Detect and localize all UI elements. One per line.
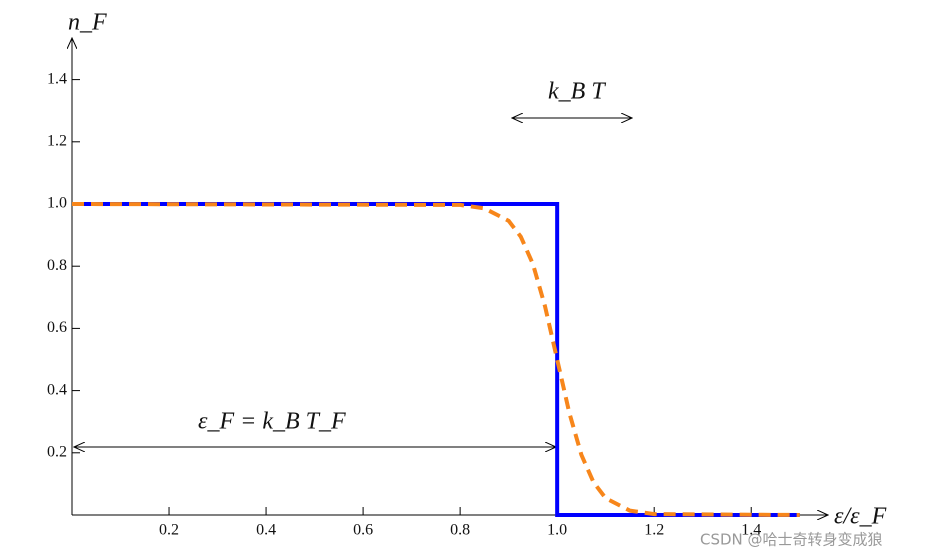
y-tick-label: 1.2 [47, 132, 67, 149]
series-line [72, 202, 800, 517]
y-tick-label: 1.4 [47, 70, 67, 87]
y-axis-label: n_F [68, 10, 107, 36]
x-tick-label: 1.4 [741, 522, 761, 539]
x-axis-label: ε/ε_F [834, 504, 887, 530]
y-tick-label: 1.0 [47, 195, 67, 212]
watermark: CSDN @哈士奇转身变成狼 [700, 531, 883, 549]
annotation: k_B T [548, 79, 606, 105]
x-tick-label: 1.0 [547, 522, 567, 539]
y-tick-label: 0.2 [47, 443, 67, 460]
x-tick-label: 0.2 [159, 522, 179, 539]
y-tick-label: 0.6 [47, 319, 67, 336]
y-tick-label: 0.4 [47, 381, 67, 398]
annotation: ε_F = k_B T_F [198, 409, 346, 435]
x-tick-label: 0.6 [353, 522, 373, 539]
x-tick-label: 0.8 [450, 522, 470, 539]
x-tick-label: 0.4 [256, 522, 276, 539]
series-line [71, 202, 800, 517]
x-tick-label: 1.2 [644, 522, 664, 539]
y-tick-label: 0.8 [47, 257, 67, 274]
